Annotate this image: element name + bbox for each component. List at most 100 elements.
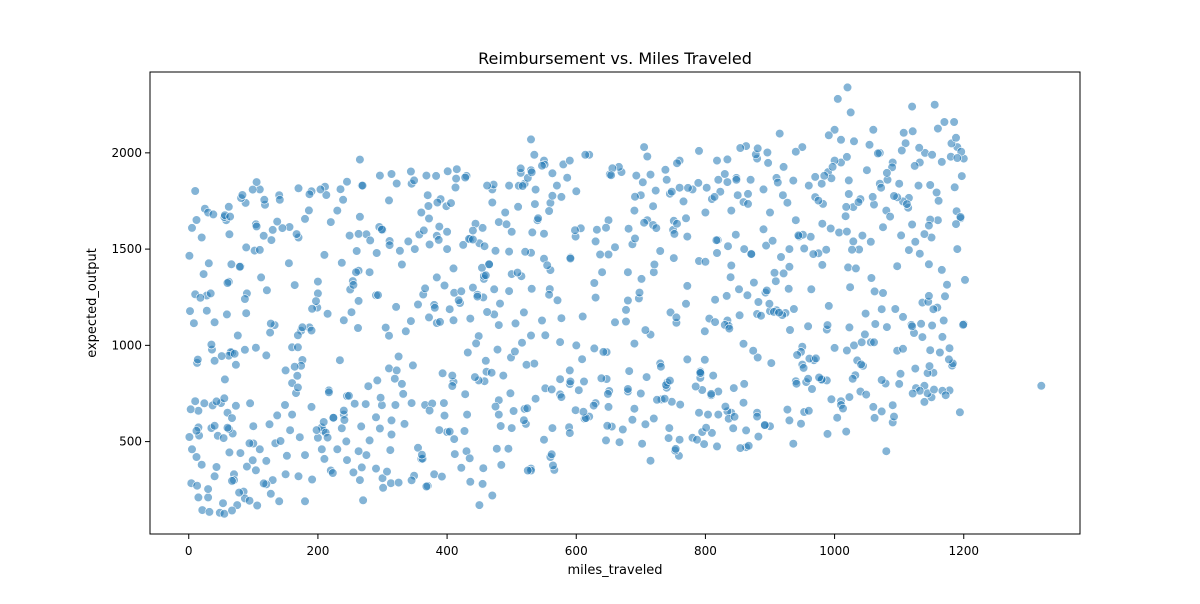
scatter-point — [957, 171, 967, 181]
scatter-point — [565, 428, 575, 438]
scatter-point — [202, 306, 212, 316]
scatter-point — [710, 295, 720, 305]
scatter-point — [652, 395, 662, 405]
scatter-point — [431, 171, 441, 181]
scatter-point — [713, 410, 723, 420]
scatter-point — [361, 399, 371, 409]
scatter-point — [775, 129, 785, 139]
scatter-point — [197, 232, 207, 243]
scatter-point — [220, 374, 230, 385]
scatter-point — [311, 296, 321, 306]
scatter-point — [791, 215, 801, 225]
scatter-point — [895, 369, 906, 379]
scatter-point — [242, 462, 252, 472]
scatter-point — [767, 236, 778, 246]
y-axis-label: expected_output — [85, 248, 100, 358]
x-tick-label: 0 — [185, 544, 193, 558]
scatter-point — [293, 342, 303, 352]
scatter-point — [255, 444, 265, 454]
scatter-point — [826, 223, 836, 234]
scatter-point — [623, 267, 633, 277]
scatter-point — [804, 406, 814, 416]
scatter-point — [917, 332, 928, 342]
scatter-point — [776, 252, 786, 262]
scatter-point — [222, 423, 233, 433]
scatter-point — [789, 304, 799, 314]
scatter-point — [674, 435, 685, 445]
scatter-point — [429, 469, 439, 479]
scatter-point — [495, 299, 505, 309]
scatter-point — [529, 359, 539, 369]
scatter-point — [438, 368, 448, 378]
scatter-point — [927, 150, 937, 160]
scatter-point — [860, 329, 870, 340]
scatter-point — [597, 267, 607, 277]
scatter-point — [344, 391, 354, 401]
scatter-point — [590, 236, 601, 246]
scatter-point — [206, 340, 216, 350]
scatter-point — [723, 241, 733, 251]
scatter-point — [636, 274, 647, 284]
scatter-point — [487, 490, 497, 501]
scatter-point — [660, 165, 671, 175]
scatter-point — [857, 337, 867, 347]
scatter-point — [363, 381, 373, 391]
scatter-point — [390, 374, 400, 384]
scatter-point — [447, 381, 457, 391]
scatter-point — [468, 234, 478, 245]
scatter-point — [621, 316, 631, 327]
scatter-point — [614, 437, 625, 447]
scatter-point — [471, 338, 481, 349]
scatter-point — [827, 162, 838, 172]
scatter-point — [944, 343, 955, 353]
scatter-point — [589, 343, 599, 354]
scatter-point — [459, 426, 470, 436]
scatter-point — [656, 362, 666, 372]
scatter-point — [822, 429, 833, 439]
scatter-point — [630, 192, 640, 202]
scatter-point — [728, 423, 738, 433]
scatter-point — [224, 202, 234, 212]
scatter-point — [630, 233, 640, 244]
scatter-point — [496, 460, 506, 470]
scatter-point — [224, 447, 234, 458]
scatter-point — [742, 290, 753, 300]
scatter-point — [595, 249, 605, 260]
scatter-point — [241, 308, 251, 318]
scatter-point — [949, 117, 959, 127]
scatter-point — [191, 452, 202, 462]
scatter-point — [292, 229, 302, 239]
scatter-point — [544, 290, 554, 300]
scatter-point — [342, 455, 352, 465]
scatter-point — [924, 259, 934, 269]
scatter-point — [606, 170, 616, 180]
scatter-point — [206, 288, 216, 299]
scatter-point — [937, 265, 947, 275]
scatter-point — [199, 269, 209, 279]
scatter-point — [738, 339, 749, 349]
scatter-point — [255, 245, 265, 255]
scatter-point — [796, 419, 806, 429]
scatter-point — [939, 315, 949, 326]
scatter-point — [744, 441, 754, 451]
scatter-point — [492, 444, 502, 454]
scatter-point — [824, 301, 834, 311]
scatter-point — [409, 175, 419, 185]
scatter-point — [844, 189, 854, 199]
scatter-point — [937, 157, 947, 167]
scatter-point — [649, 413, 659, 424]
scatter-point — [529, 150, 539, 160]
scatter-point — [287, 410, 297, 420]
scatter-point — [231, 401, 241, 411]
scatter-point — [210, 421, 220, 431]
scatter-point — [663, 433, 674, 443]
scatter-point — [806, 284, 816, 294]
scatter-point — [799, 243, 809, 254]
scatter-point — [860, 309, 871, 319]
scatter-point — [890, 304, 900, 314]
scatter-point — [866, 237, 876, 247]
scatter-point — [639, 142, 649, 152]
scatter-point — [492, 345, 503, 355]
y-tick-label: 1000 — [111, 338, 142, 352]
